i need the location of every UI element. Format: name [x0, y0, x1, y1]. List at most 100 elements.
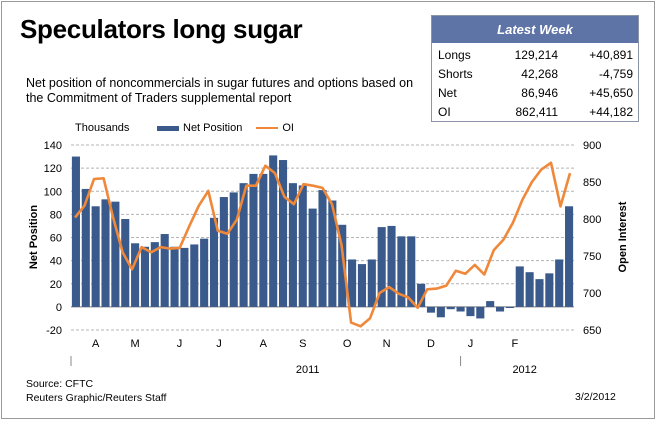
net-position-bar: [279, 160, 288, 307]
row-label: Shorts: [438, 67, 473, 81]
x-month-label: O: [343, 338, 352, 350]
line-layer: [73, 161, 572, 328]
net-position-bar: [131, 243, 140, 307]
x-month-label: M: [131, 338, 140, 350]
source-block: Source: CFTC Reuters Graphic/Reuters Sta…: [26, 377, 166, 405]
row-change: +45,650: [589, 86, 633, 100]
net-position-bar: [209, 217, 219, 307]
y-axis-title-right: Open Interest: [617, 201, 629, 272]
net-position-bar: [495, 306, 505, 312]
net-position-bar: [446, 306, 455, 310]
row-change: +44,182: [589, 105, 633, 119]
net-position-bar: [555, 259, 564, 307]
net-position-bar: [259, 173, 268, 307]
net-position-bar: [505, 306, 514, 309]
net-position-bar: [377, 227, 386, 307]
net-position-bar: [525, 272, 534, 307]
x-month-label: D: [427, 338, 435, 350]
x-month-label: S: [299, 338, 306, 350]
net-position-bar: [397, 236, 406, 307]
y-tick-label: 120: [44, 163, 62, 175]
y-tick-label: 140: [44, 140, 62, 152]
legend-swatch-net-position: [157, 125, 179, 131]
chart-title: Speculators long sugar: [20, 14, 303, 44]
net-position-bar: [249, 173, 258, 307]
net-position-bar: [565, 206, 574, 307]
x-month-label: N: [383, 338, 391, 350]
x-month-label: J: [468, 338, 474, 350]
row-change: +40,891: [589, 48, 633, 62]
chart-subtitle: Net position of noncommercials in sugar …: [26, 76, 414, 105]
net-position-bar: [150, 242, 159, 307]
latest-week-header: Latest Week: [432, 16, 638, 43]
net-position-bar: [140, 246, 150, 307]
legend-label-net-position: Net Position: [183, 122, 243, 134]
y2-tick-label: 900: [583, 140, 601, 152]
net-position-bar: [200, 238, 209, 307]
net-position-bar: [486, 301, 495, 307]
row-value: 862,411: [515, 105, 559, 119]
net-position-bar: [101, 199, 110, 307]
row-label: OI: [438, 105, 451, 119]
x-month-label: A: [92, 338, 100, 350]
y-tick-label: 0: [56, 302, 62, 314]
legend-label-oi: OI: [282, 122, 294, 134]
unit-label: Thousands: [75, 122, 130, 134]
net-position-bar: [357, 264, 366, 307]
y2-tick-label: 800: [583, 214, 601, 226]
net-position-bar: [338, 224, 347, 307]
net-position-bar: [239, 183, 248, 307]
net-position-bar: [466, 306, 475, 317]
row-label: Longs: [438, 48, 471, 62]
net-position-bar: [456, 306, 465, 312]
net-position-bar: [308, 208, 317, 307]
row-label: Net: [438, 86, 457, 100]
net-position-bar: [328, 200, 337, 307]
y2-tick-label: 650: [583, 325, 601, 337]
row-value: 42,268: [521, 67, 558, 81]
net-position-bar: [426, 306, 436, 313]
y-tick-label: -20: [46, 325, 62, 337]
net-position-bar: [111, 201, 120, 307]
net-position-bar: [180, 247, 189, 307]
net-position-bar: [515, 266, 524, 307]
net-position-bar: [318, 190, 327, 307]
x-month-label: A: [260, 338, 268, 350]
net-position-bar: [219, 197, 228, 307]
net-position-bar: [190, 244, 199, 307]
y-axis-title-left: Net Position: [28, 205, 40, 269]
y2-tick-label: 850: [583, 177, 601, 189]
y2-tick-label: 700: [583, 288, 601, 300]
publish-date: 3/2/2012: [575, 391, 616, 403]
latest-week-row-oi: OI 862,411 +44,182: [432, 103, 638, 121]
source-text: Source: CFTC: [26, 378, 94, 390]
y-tick-label: 80: [50, 209, 62, 221]
net-position-bar: [367, 259, 376, 307]
net-position-bar: [121, 219, 130, 307]
latest-week-row-net: Net 86,946 +45,650: [432, 84, 638, 102]
bar-layer: [71, 155, 574, 319]
y-tick-label: 40: [50, 256, 62, 268]
row-value: 129,214: [514, 48, 558, 62]
net-position-bar: [476, 306, 485, 319]
credit-text: Reuters Graphic/Reuters Staff: [26, 392, 167, 404]
oi-line: [73, 161, 572, 328]
net-position-bar: [407, 236, 416, 307]
net-position-bar: [170, 246, 179, 307]
net-position-bar: [160, 234, 169, 307]
y-tick-label: 20: [50, 279, 62, 291]
net-position-bar: [436, 306, 445, 318]
x-month-label: J: [177, 338, 183, 350]
y-tick-label: 100: [44, 186, 62, 198]
net-position-bar: [269, 155, 278, 307]
net-position-bar: [81, 188, 90, 307]
net-position-bar: [417, 283, 426, 307]
net-position-bar: [288, 183, 297, 307]
legend: Net Position OI: [157, 122, 294, 134]
net-position-bar: [535, 279, 544, 307]
latest-week-box: Latest Week Longs 129,214 +40,891 Shorts…: [431, 15, 639, 122]
row-change: -4,759: [598, 67, 633, 81]
net-position-bar: [545, 273, 554, 307]
x-year-label: 2012: [512, 364, 536, 376]
